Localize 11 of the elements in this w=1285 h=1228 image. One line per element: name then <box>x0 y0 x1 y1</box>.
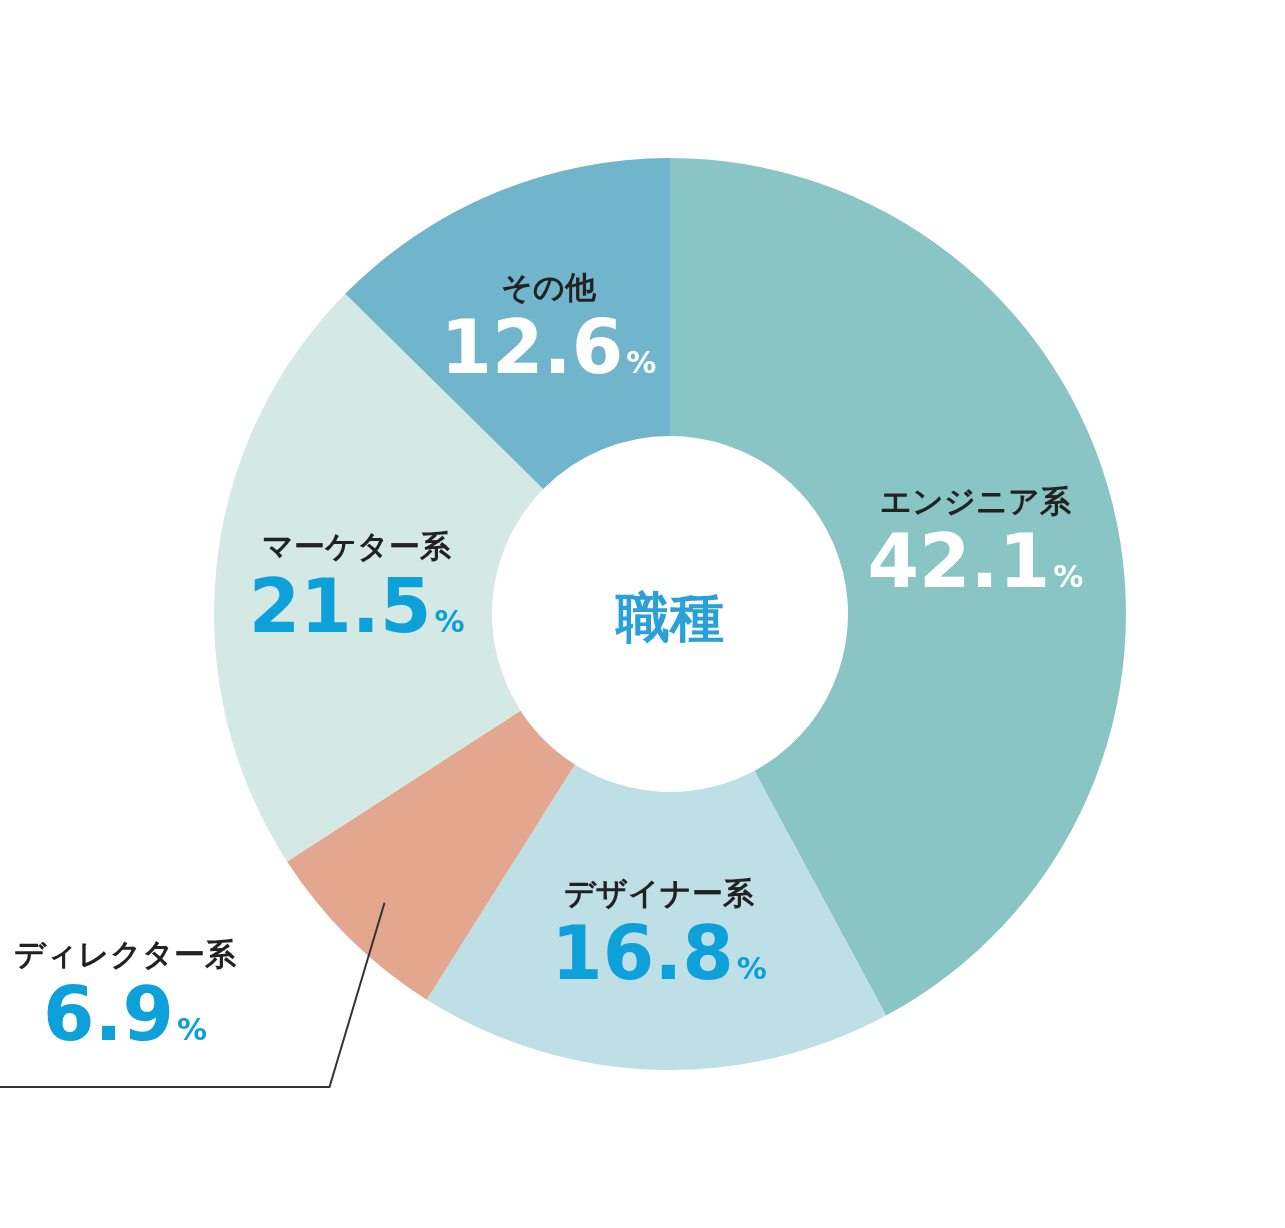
text: 職種 <box>614 586 724 649</box>
slice-label: マーケター系 <box>262 527 453 564</box>
slice-label: その他 <box>500 269 597 306</box>
data-label: 16.8% <box>551 909 767 996</box>
data-label: 6.9% <box>42 971 208 1057</box>
slice-label: デザイナー系 <box>564 874 756 911</box>
data-label: 21.5% <box>248 562 465 649</box>
slice-label: ディレクター系 <box>14 936 237 972</box>
data-label: 42.1% <box>867 518 1084 605</box>
slice-label: エンジニア系 <box>879 483 1072 520</box>
data-label: 12.6% <box>440 304 657 391</box>
